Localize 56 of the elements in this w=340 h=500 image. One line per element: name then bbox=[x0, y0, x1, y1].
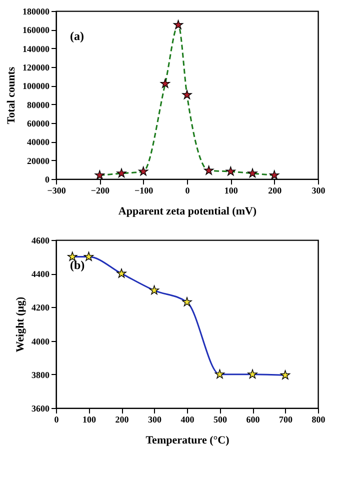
point bbox=[160, 78, 170, 88]
y-tick-label: 160000 bbox=[22, 25, 50, 36]
point bbox=[116, 268, 126, 278]
x-tick-label: 200 bbox=[115, 414, 130, 424]
point bbox=[280, 370, 290, 380]
point bbox=[269, 170, 280, 180]
annotation: (b) bbox=[70, 258, 85, 272]
x-tick-label: 100 bbox=[82, 414, 96, 424]
x-tick-label: 300 bbox=[312, 186, 326, 196]
point bbox=[173, 20, 184, 30]
y-axis-title: Weight (μg) bbox=[14, 296, 26, 352]
point bbox=[182, 90, 192, 100]
point bbox=[68, 252, 78, 261]
x-tick-label: −100 bbox=[134, 186, 154, 196]
point bbox=[116, 168, 126, 178]
y-tick-label: 20000 bbox=[27, 156, 50, 166]
point bbox=[182, 297, 192, 306]
y-axis-title: Total counts bbox=[6, 66, 18, 124]
x-axis-title: Temperature (°C) bbox=[146, 434, 230, 446]
y-tick-label: 60000 bbox=[27, 118, 50, 128]
y-tick-label: 80000 bbox=[27, 100, 50, 110]
y-tick-label: 3800 bbox=[32, 370, 50, 380]
point bbox=[149, 285, 160, 295]
y-tick-label: 4600 bbox=[32, 236, 50, 246]
point bbox=[204, 166, 214, 175]
x-tick-label: 600 bbox=[246, 414, 260, 424]
x-tick-label: 100 bbox=[224, 186, 238, 196]
y-tick-label: 4200 bbox=[32, 302, 50, 313]
point bbox=[94, 170, 105, 180]
x-tick-label: 500 bbox=[214, 414, 228, 424]
y-tick-label: 120000 bbox=[22, 62, 50, 72]
x-tick-label: 800 bbox=[312, 414, 326, 424]
y-tick-label: 0 bbox=[45, 174, 50, 184]
x-tick-label: 300 bbox=[148, 414, 162, 424]
y-tick-label: 180000 bbox=[22, 6, 50, 16]
y-tick-label: 40000 bbox=[27, 137, 50, 148]
point bbox=[84, 252, 94, 261]
point bbox=[138, 166, 148, 176]
point bbox=[248, 168, 258, 178]
point bbox=[214, 369, 225, 379]
y-tick-label: 4400 bbox=[32, 269, 50, 280]
y-tick-label: 100000 bbox=[22, 81, 50, 92]
x-tick-label: 200 bbox=[268, 186, 282, 196]
annotation: (a) bbox=[70, 29, 84, 43]
x-axis-title: Apparent zeta potential (mV) bbox=[118, 206, 257, 218]
y-tick-label: 3600 bbox=[32, 404, 50, 414]
x-tick-label: −300 bbox=[47, 186, 66, 196]
x-tick-label: 400 bbox=[180, 414, 195, 424]
point bbox=[226, 166, 236, 176]
y-tick-label: 4000 bbox=[32, 336, 50, 346]
y-tick-label: 140000 bbox=[22, 44, 50, 54]
point bbox=[248, 369, 258, 379]
x-tick-label: −200 bbox=[90, 186, 110, 196]
x-tick-label: 0 bbox=[54, 414, 60, 424]
x-tick-label: 700 bbox=[279, 414, 293, 424]
x-tick-label: 0 bbox=[185, 186, 190, 196]
